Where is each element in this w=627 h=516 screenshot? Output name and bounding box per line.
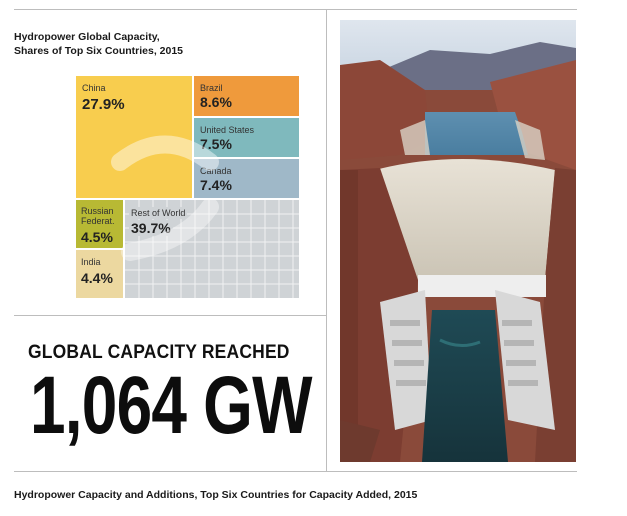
tile-india-name: India xyxy=(81,257,101,267)
tile-brazil-name: Brazil xyxy=(200,83,223,93)
tile-china-name: China xyxy=(82,83,106,93)
tile-china-value: 27.9% xyxy=(82,96,125,113)
tile-rest-of-world-value: 39.7% xyxy=(129,220,173,236)
tile-brazil: Brazil 8.6% xyxy=(194,76,299,116)
footer-caption: Hydropower Capacity and Additions, Top S… xyxy=(14,489,418,501)
tile-united-states-value: 7.5% xyxy=(200,136,232,152)
tile-canada-value: 7.4% xyxy=(200,177,232,193)
tile-russian-federation: Russian Federat. 4.5% xyxy=(76,200,123,248)
bottom-divider xyxy=(14,471,577,472)
tile-brazil-value: 8.6% xyxy=(200,94,232,110)
tile-russian-federation-name: Russian Federat. xyxy=(81,206,115,226)
tile-rest-of-world: Rest of World 39.7% xyxy=(125,200,299,298)
chart-title-line-2: Shares of Top Six Countries, 2015 xyxy=(14,45,184,57)
rest-of-world-grid xyxy=(125,200,299,298)
middle-divider xyxy=(14,315,326,316)
tile-russian-federation-value: 4.5% xyxy=(81,229,113,245)
headline-value: 1,064 GW xyxy=(30,360,312,451)
tile-rest-of-world-name: Rest of World xyxy=(129,207,188,219)
tile-canada: Canada 7.4% xyxy=(194,159,299,198)
headline-text: GLOBAL CAPACITY REACHED xyxy=(28,342,290,363)
tile-united-states: United States 7.5% xyxy=(194,118,299,157)
chart-title-line-1: Hydropower Global Capacity, xyxy=(14,31,160,43)
tile-india-value: 4.4% xyxy=(81,270,113,286)
tile-india: India 4.4% xyxy=(76,250,123,298)
treemap-chart: China 27.9% Brazil 8.6% United States 7.… xyxy=(76,76,299,298)
dam-photo-illustration xyxy=(340,20,576,462)
tile-united-states-name: United States xyxy=(200,125,255,135)
chart-title: Hydropower Global Capacity, Shares of To… xyxy=(14,30,314,58)
tile-canada-name: Canada xyxy=(200,166,232,176)
tile-china: China 27.9% xyxy=(76,76,192,198)
top-divider xyxy=(14,9,577,10)
dam-photo xyxy=(340,20,576,462)
column-divider xyxy=(326,9,327,471)
